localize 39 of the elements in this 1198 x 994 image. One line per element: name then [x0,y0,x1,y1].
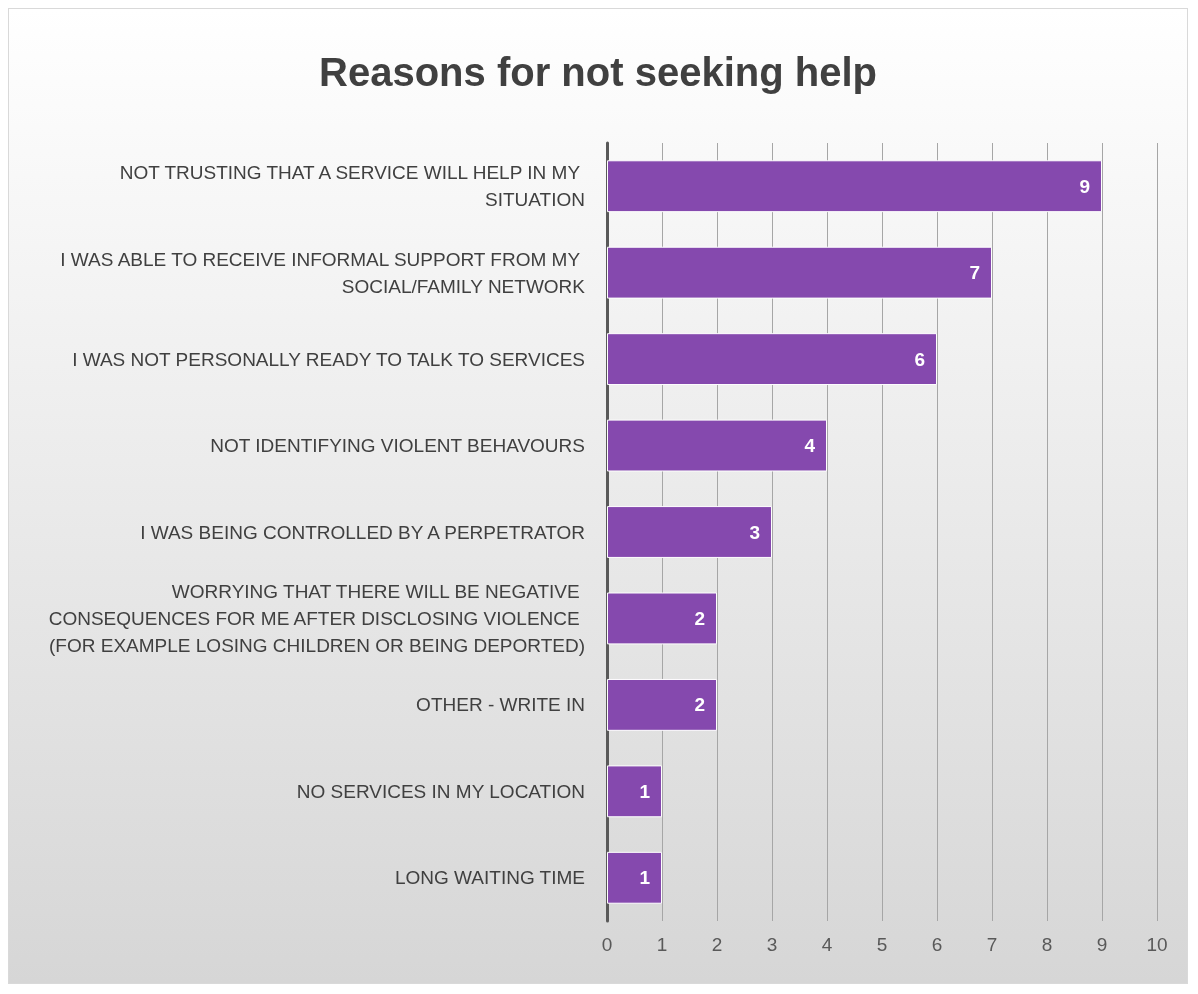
data-label: 9 [1079,175,1090,197]
bar [607,678,717,731]
x-tick-label: 10 [1146,934,1168,955]
x-tick-label: 9 [1096,934,1108,955]
chart-title: Reasons for not seeking help [319,50,877,94]
y-tick-label: NOT TRUSTING THAT A SERVICE WILL HELP IN MY SITUATION [119,162,585,211]
data-label: 1 [639,867,651,889]
x-tick-label: 0 [601,934,613,955]
x-tick-label: 8 [1041,934,1053,955]
bar [607,246,992,299]
bar [607,851,662,904]
bar [607,333,937,386]
y-tick-label: I WAS BEING CONTROLLED BY A PERPETRATOR [140,521,585,543]
y-tick-label: I WAS NOT PERSONALLY READY TO TALK TO SERVICES [72,348,585,370]
y-tick-label: I WAS ABLE TO RECEIVE INFORMAL SUPPORT FROM MY SOCIAL/FAMILY NETWORK [60,248,586,297]
y-tick-label: WORRYING THAT THERE WILL BE NEGATIVE CONSEQUENCES FOR ME AFTER DISCLOSING VIOLENCE (FOR EXAMPLE LOSING CHILDREN OR BEING DEPORTED) [48,580,585,656]
x-tick-label: 5 [876,934,888,955]
x-tick-label: 3 [766,934,778,955]
y-tick-label: LONG WAITING TIME [394,867,585,889]
data-label: 4 [804,435,816,457]
x-tick-label: 2 [711,934,723,955]
bar [607,765,662,818]
bar [607,419,827,472]
y-tick-label: OTHER - WRITE IN [416,694,585,716]
x-tick-label: 7 [986,934,998,955]
data-label: 7 [969,262,980,284]
x-tick-label: 6 [931,934,943,955]
data-label: 2 [694,694,705,716]
y-tick-label: NO SERVICES IN MY LOCATION [296,780,585,802]
bar [607,592,717,645]
bar [607,506,772,558]
x-tick-label: 1 [656,934,668,955]
y-tick-label: NOT IDENTIFYING VIOLENT BEHAVOURS [210,435,585,457]
data-label: 1 [639,780,651,802]
bar [607,160,1102,213]
x-tick-label: 4 [821,934,833,955]
data-label: 6 [914,348,925,370]
data-label: 2 [694,607,705,629]
data-label: 3 [749,521,760,543]
